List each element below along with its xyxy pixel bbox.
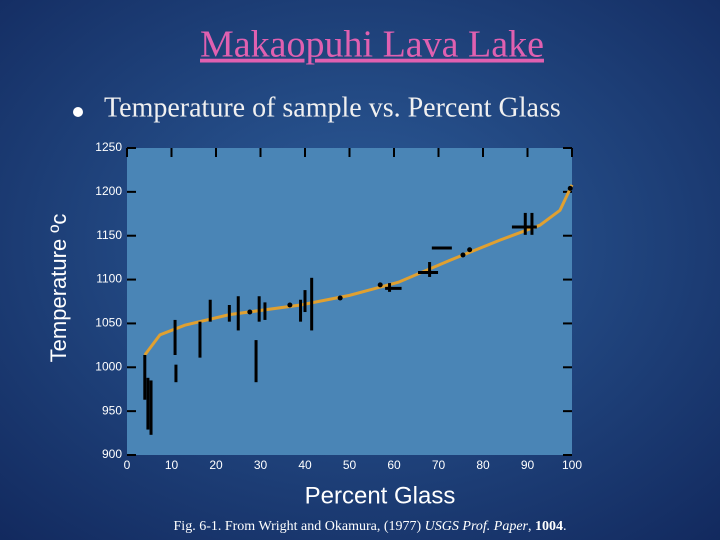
sample-point xyxy=(567,185,573,191)
y-tick-label: 950 xyxy=(102,403,122,417)
caption-part: . xyxy=(563,519,567,534)
subtitle: Temperature of sample vs. Percent Glass xyxy=(104,92,561,123)
y-tick-label: 1250 xyxy=(95,140,122,154)
sample-point xyxy=(287,302,293,308)
sample-point xyxy=(247,309,253,315)
y-tick-label: 1100 xyxy=(96,272,122,286)
y-tick-label: 1200 xyxy=(95,184,122,198)
y-tick-label: 1000 xyxy=(95,359,122,373)
sample-point xyxy=(460,252,466,258)
x-tick-label: 50 xyxy=(343,458,357,472)
caption-part: , xyxy=(528,519,535,534)
x-tick-label: 60 xyxy=(387,458,401,472)
x-tick-label: 0 xyxy=(124,458,131,472)
sample-point xyxy=(337,295,343,301)
x-tick-label: 10 xyxy=(165,458,179,472)
x-tick-label: 90 xyxy=(521,458,535,472)
x-axis-label: Percent Glass xyxy=(305,482,456,509)
x-tick-label: 40 xyxy=(298,458,312,472)
sample-point xyxy=(467,247,473,253)
x-tick-label: 20 xyxy=(209,458,223,472)
y-axis-label: Temperature ºc xyxy=(46,214,71,363)
x-tick-label: 70 xyxy=(432,458,446,472)
caption-part: 1004 xyxy=(535,519,563,534)
y-tick-label: 1150 xyxy=(96,228,122,242)
sample-point xyxy=(377,282,383,288)
caption-part: USGS Prof. Paper xyxy=(425,519,529,534)
caption-part: Fig. 6-1. From Wright and Okamura, (1977… xyxy=(174,519,425,534)
x-tick-label: 30 xyxy=(254,458,268,472)
y-tick-label: 1050 xyxy=(95,316,122,330)
y-tick-label: 900 xyxy=(102,447,122,461)
x-tick-label: 80 xyxy=(476,458,490,472)
chart-title: Makaopuhi Lava Lake xyxy=(200,24,544,66)
fit-curve xyxy=(143,184,574,356)
plot-area xyxy=(127,148,572,455)
bullet xyxy=(73,107,83,117)
x-tick-label: 100 xyxy=(562,458,582,472)
caption: Fig. 6-1. From Wright and Okamura, (1977… xyxy=(174,519,567,534)
